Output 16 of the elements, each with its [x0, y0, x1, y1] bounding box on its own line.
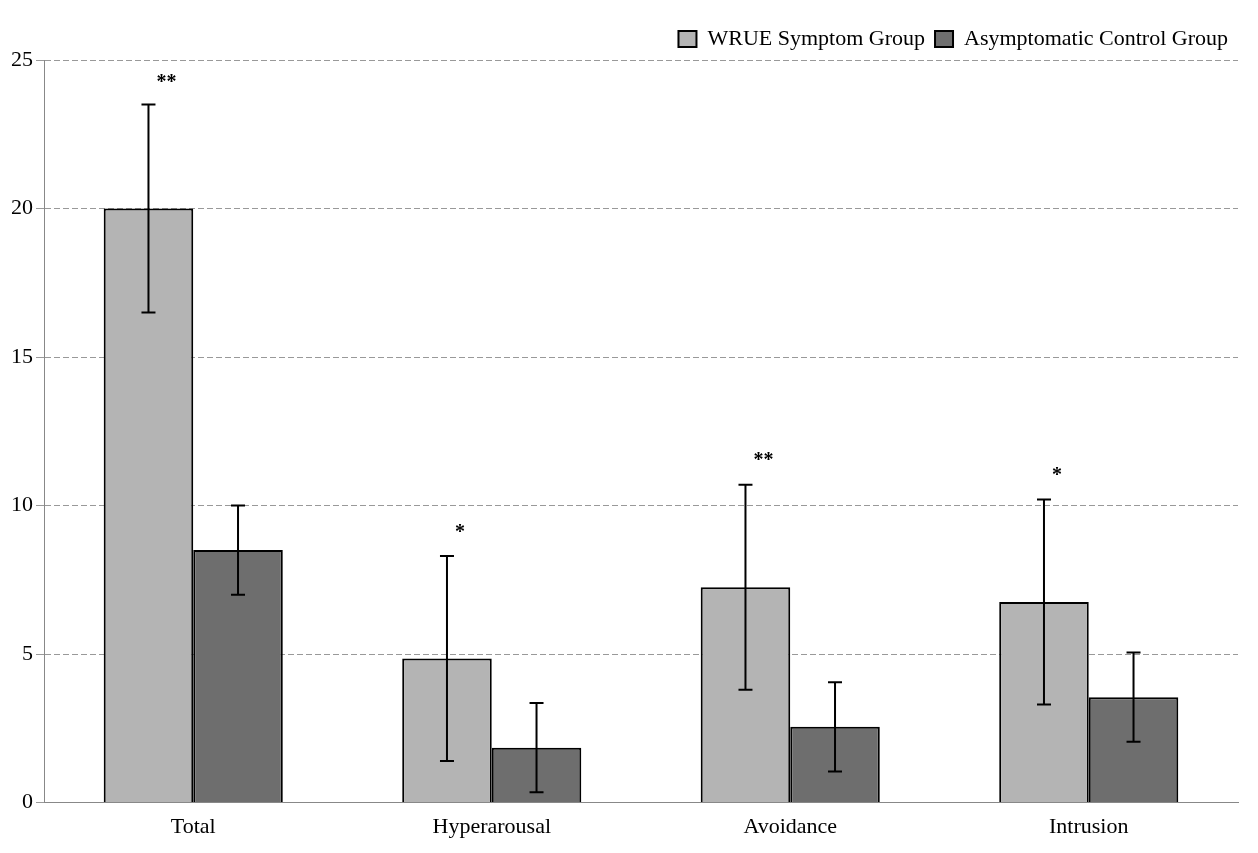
annotation: **	[753, 448, 774, 471]
annotation: **	[156, 69, 177, 92]
x-tick-label: Hyperarousal	[432, 812, 552, 838]
y-tick-label: 10	[11, 491, 33, 517]
x-tick-label: Intrusion	[1049, 812, 1129, 838]
x-tick-label: Avoidance	[743, 812, 838, 838]
y-tick-label: 0	[22, 788, 33, 814]
annotation: *	[454, 519, 465, 542]
y-tick-label: 25	[11, 45, 33, 71]
y-tick-label: 20	[11, 194, 33, 220]
y-tick-label: 15	[11, 342, 33, 368]
legend-label: Asymptomatic Control Group	[964, 24, 1229, 50]
y-tick-label: 5	[22, 639, 33, 665]
x-tick-label: Total	[170, 812, 216, 838]
legend-label: WRUE Symptom Group	[707, 24, 926, 50]
annotation: *	[1051, 463, 1062, 486]
